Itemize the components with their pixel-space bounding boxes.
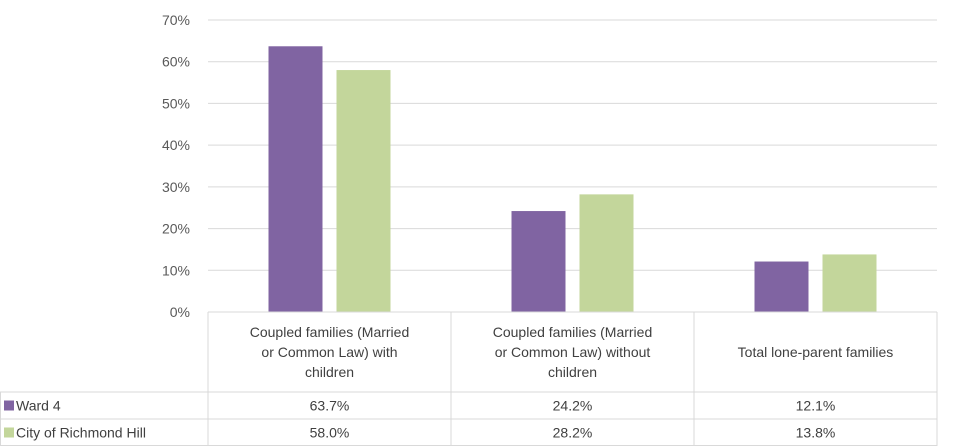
category-label: or Common Law) with xyxy=(261,344,397,360)
data-table-value: 24.2% xyxy=(553,398,593,414)
data-table-value: 63.7% xyxy=(310,398,350,414)
category-label: Coupled families (Married xyxy=(493,324,653,340)
bar-richmond-hill-2 xyxy=(822,254,877,312)
data-table-value: 28.2% xyxy=(553,425,593,441)
y-tick-label: 70% xyxy=(162,12,190,28)
category-label: Total lone-parent families xyxy=(738,344,894,360)
y-tick-label: 30% xyxy=(162,179,190,195)
bar-ward4-2 xyxy=(754,261,809,312)
y-tick-label: 20% xyxy=(162,221,190,237)
y-tick-label: 0% xyxy=(170,304,190,320)
bar-ward4-1 xyxy=(511,211,566,312)
legend-label: Ward 4 xyxy=(16,398,61,414)
y-tick-label: 10% xyxy=(162,262,190,278)
legend-swatch-richmond-hill xyxy=(4,427,14,438)
bar-richmond-hill-0 xyxy=(336,70,391,312)
y-tick-label: 50% xyxy=(162,95,190,111)
category-label: Coupled families (Married xyxy=(250,324,410,340)
bar-ward4-0 xyxy=(268,46,323,312)
y-tick-label: 60% xyxy=(162,54,190,70)
legend-swatch-ward4 xyxy=(4,400,14,411)
category-label: children xyxy=(548,364,597,380)
legend-label: City of Richmond Hill xyxy=(16,425,146,441)
category-label: children xyxy=(305,364,354,380)
data-table-value: 13.8% xyxy=(796,425,836,441)
y-tick-label: 40% xyxy=(162,137,190,153)
category-label: or Common Law) without xyxy=(495,344,651,360)
bar-richmond-hill-1 xyxy=(579,194,634,312)
data-table-value: 58.0% xyxy=(310,425,350,441)
data-table-value: 12.1% xyxy=(796,398,836,414)
